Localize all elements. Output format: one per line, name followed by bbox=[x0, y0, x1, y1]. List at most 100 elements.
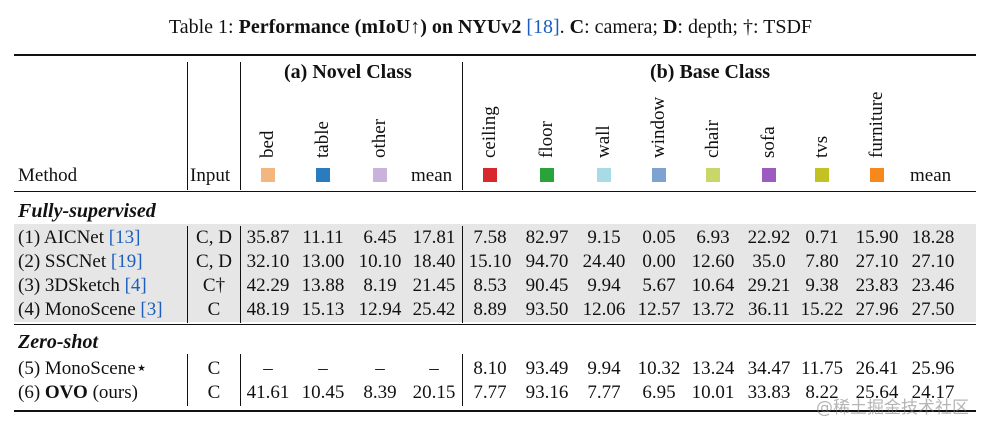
swatch-tvs bbox=[815, 168, 829, 182]
citation-link[interactable]: [4] bbox=[124, 275, 147, 296]
caption-prefix: Table 1: bbox=[168, 16, 239, 38]
base-value-cell: 12.06 bbox=[582, 299, 626, 320]
caption-d-text: : depth; †: TSDF bbox=[677, 16, 813, 38]
caption-sep: . bbox=[559, 16, 570, 38]
swatch-ceiling bbox=[483, 168, 497, 182]
base-value-cell: 15.90 bbox=[855, 227, 899, 248]
column-header-method: Method bbox=[18, 165, 78, 186]
base-value-cell: 23.83 bbox=[855, 275, 899, 296]
base-value-cell: 26.41 bbox=[855, 358, 899, 379]
novel-value-cell: 35.87 bbox=[246, 227, 290, 248]
base-value-cell: 27.10 bbox=[855, 251, 899, 272]
base-value-cell: 24.40 bbox=[582, 251, 626, 272]
column-header-input: Input bbox=[190, 165, 231, 186]
novel-value-cell: 13.88 bbox=[301, 275, 345, 296]
base-value-cell: 0.71 bbox=[805, 227, 839, 248]
base-value-cell: 13.24 bbox=[691, 358, 735, 379]
base-value-cell: 6.93 bbox=[696, 227, 730, 248]
novel-value-cell: 32.10 bbox=[246, 251, 290, 272]
section-title: Fully-supervised bbox=[18, 200, 156, 222]
column-header-base-sofa: sofa bbox=[758, 126, 779, 158]
base-value-cell: 93.50 bbox=[525, 299, 569, 320]
input-cell: C, D bbox=[196, 251, 232, 272]
base-value-cell: 18.28 bbox=[911, 227, 955, 248]
base-value-cell: 29.21 bbox=[747, 275, 791, 296]
method-name: (2) SSCNet [19] bbox=[18, 250, 143, 274]
section-rule bbox=[14, 324, 976, 325]
swatch-furniture bbox=[870, 168, 884, 182]
base-value-cell: 24.17 bbox=[911, 382, 955, 403]
column-header-base-chair: chair bbox=[702, 120, 723, 158]
method-name: (1) AICNet [13] bbox=[18, 226, 140, 250]
method-suffix: (ours) bbox=[87, 382, 138, 403]
base-value-cell: 33.83 bbox=[747, 382, 791, 403]
base-value-cell: 6.95 bbox=[642, 382, 676, 403]
base-value-cell: 9.94 bbox=[587, 275, 621, 296]
caption-d-key: D bbox=[662, 16, 678, 38]
base-value-cell: 7.77 bbox=[587, 382, 621, 403]
base-value-cell: 15.10 bbox=[468, 251, 512, 272]
caption-c-text: : camera; bbox=[584, 16, 663, 38]
base-value-cell: 94.70 bbox=[525, 251, 569, 272]
base-value-cell: 36.11 bbox=[747, 299, 791, 320]
novel-value-cell: 13.00 bbox=[301, 251, 345, 272]
base-value-cell: 15.22 bbox=[800, 299, 844, 320]
base-value-cell: 7.80 bbox=[805, 251, 839, 272]
novel-value-cell: 8.39 bbox=[363, 382, 397, 403]
base-value-cell: 22.92 bbox=[747, 227, 791, 248]
swatch-floor bbox=[540, 168, 554, 182]
vrule-groups bbox=[462, 354, 463, 406]
novel-value-cell: 10.45 bbox=[301, 382, 345, 403]
vrule-groups bbox=[462, 226, 463, 323]
base-value-cell: 10.64 bbox=[691, 275, 735, 296]
citation-link[interactable]: [3] bbox=[140, 299, 163, 320]
novel-value-cell: 21.45 bbox=[412, 275, 456, 296]
base-value-cell: 8.10 bbox=[473, 358, 507, 379]
group-header-base: (b) Base Class bbox=[650, 61, 771, 83]
base-value-cell: 93.16 bbox=[525, 382, 569, 403]
method-name: (5) MonoScene⋆ bbox=[18, 357, 148, 381]
base-value-cell: 82.97 bbox=[525, 227, 569, 248]
column-header-base-ceiling: ceiling bbox=[479, 106, 500, 158]
method-name: (6) OVO (ours) bbox=[18, 381, 138, 405]
vrule-method bbox=[187, 226, 188, 323]
novel-value-cell: 42.29 bbox=[246, 275, 290, 296]
citation-link[interactable]: [13] bbox=[108, 227, 141, 248]
column-header-novel-other: other bbox=[369, 118, 390, 158]
method-name: (3) 3DSketch [4] bbox=[18, 274, 147, 298]
method-name: (4) MonoScene [3] bbox=[18, 298, 163, 322]
base-value-cell: 10.01 bbox=[691, 382, 735, 403]
vrule-groups bbox=[462, 62, 463, 190]
column-header-base-wall: wall bbox=[593, 125, 614, 158]
base-value-cell: 9.38 bbox=[805, 275, 839, 296]
method-label: (1) AICNet bbox=[18, 227, 105, 248]
base-value-cell: 23.46 bbox=[911, 275, 955, 296]
novel-value-cell: 18.40 bbox=[412, 251, 456, 272]
top-rule bbox=[14, 54, 976, 56]
base-value-cell: 0.05 bbox=[642, 227, 676, 248]
swatch-wall bbox=[597, 168, 611, 182]
caption-ref[interactable]: [18] bbox=[526, 16, 560, 38]
base-value-cell: 9.94 bbox=[587, 358, 621, 379]
column-header-novel-mean: mean bbox=[411, 165, 453, 186]
caption-c-key: C bbox=[569, 16, 585, 38]
base-value-cell: 27.96 bbox=[855, 299, 899, 320]
citation-link[interactable]: [19] bbox=[110, 251, 143, 272]
section-title: Zero-shot bbox=[18, 331, 98, 353]
novel-value-cell: 8.19 bbox=[363, 275, 397, 296]
method-label: (5) MonoScene⋆ bbox=[18, 358, 148, 379]
bottom-rule bbox=[14, 410, 976, 412]
base-value-cell: 7.58 bbox=[473, 227, 507, 248]
base-value-cell: 9.15 bbox=[587, 227, 621, 248]
column-header-base-mean: mean bbox=[910, 165, 952, 186]
swatch-sofa bbox=[762, 168, 776, 182]
input-cell: C bbox=[207, 382, 221, 403]
method-label: (3) 3DSketch bbox=[18, 275, 120, 296]
base-value-cell: 12.57 bbox=[637, 299, 681, 320]
base-value-cell: 8.53 bbox=[473, 275, 507, 296]
input-cell: C, D bbox=[196, 227, 232, 248]
method-bold: OVO bbox=[44, 382, 88, 403]
base-value-cell: 34.47 bbox=[747, 358, 791, 379]
novel-value-cell: 41.61 bbox=[246, 382, 290, 403]
novel-value-cell: 48.19 bbox=[246, 299, 290, 320]
